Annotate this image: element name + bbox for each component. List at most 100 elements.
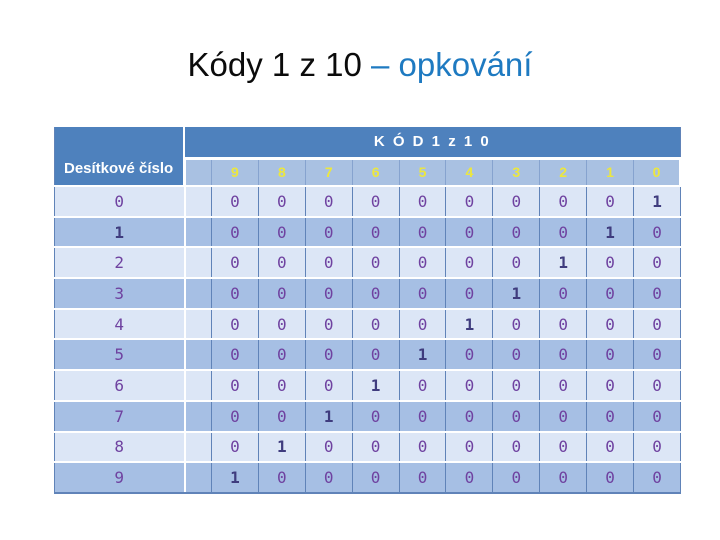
bit-cell: 0 bbox=[211, 278, 259, 310]
slide-title: Kódy 1 z 10 – opkování bbox=[0, 44, 720, 86]
bit-cell: 0 bbox=[351, 278, 400, 310]
bit-header-2: 2 bbox=[539, 158, 587, 187]
decimal-column-header: Desítkové číslo bbox=[54, 127, 185, 187]
bit-cell: 0 bbox=[586, 308, 634, 341]
title-blue-part: – opkování bbox=[370, 46, 533, 83]
bit-cell: 0 bbox=[351, 431, 400, 464]
bit-cell: 0 bbox=[633, 400, 681, 433]
bit-cell: 0 bbox=[257, 278, 306, 310]
table-row: 2 0 0 0 0 0 0 0 1 0 0 bbox=[54, 247, 681, 280]
bit-header-9: 9 bbox=[211, 158, 259, 187]
decimal-cell: 1 bbox=[54, 216, 185, 249]
bit-header-1: 1 bbox=[586, 158, 634, 187]
decimal-cell: 5 bbox=[54, 339, 185, 372]
title-black-part: Kódy 1 z 10 bbox=[187, 46, 371, 83]
bit-cell: 0 bbox=[398, 247, 446, 280]
bit-cell: 0 bbox=[539, 462, 587, 494]
bit-cell: 0 bbox=[492, 186, 540, 218]
bit-cell: 0 bbox=[633, 339, 681, 372]
bit-cell: 0 bbox=[445, 247, 493, 280]
bit-cell: 0 bbox=[445, 278, 493, 310]
bit-cell: 1 bbox=[586, 216, 634, 249]
bit-cell: 0 bbox=[211, 186, 259, 218]
bit-cell: 0 bbox=[492, 308, 540, 341]
decimal-cell: 7 bbox=[54, 400, 185, 433]
table-row: 9 1 0 0 0 0 0 0 0 0 0 bbox=[54, 462, 681, 494]
table-row: 0 0 0 0 0 0 0 0 0 0 1 bbox=[54, 186, 681, 218]
bit-cell: 0 bbox=[257, 339, 306, 372]
bit-cell: 0 bbox=[586, 462, 634, 494]
bit-cell: 0 bbox=[257, 216, 306, 249]
decimal-cell: 0 bbox=[54, 186, 185, 218]
bit-cell: 0 bbox=[351, 462, 400, 494]
bit-cell: 1 bbox=[351, 370, 400, 402]
bit-cell: 0 bbox=[586, 278, 634, 310]
bit-cell: 0 bbox=[257, 308, 306, 341]
bit-cell: 0 bbox=[211, 400, 259, 433]
bit-cell: 0 bbox=[211, 431, 259, 464]
bit-cell: 0 bbox=[304, 462, 353, 494]
bit-cell: 0 bbox=[257, 186, 306, 218]
bit-cell: 0 bbox=[351, 400, 400, 433]
bit-cell: 0 bbox=[398, 308, 446, 341]
code-1-of-10-table: Desítkové číslo K Ó D 1 z 1 0 9 8 7 6 5 … bbox=[54, 127, 683, 494]
decimal-cell: 4 bbox=[54, 308, 185, 341]
bit-cell: 0 bbox=[586, 186, 634, 218]
bit-cell: 0 bbox=[211, 370, 259, 402]
table-row: 7 0 0 1 0 0 0 0 0 0 0 bbox=[54, 400, 681, 433]
decimal-cell: 6 bbox=[54, 370, 185, 402]
bit-cell: 0 bbox=[586, 339, 634, 372]
bit-cell: 0 bbox=[586, 247, 634, 280]
table-header-row-1: Desítkové číslo K Ó D 1 z 1 0 bbox=[54, 127, 681, 187]
bit-cell: 0 bbox=[586, 370, 634, 402]
bit-cell: 0 bbox=[304, 339, 353, 372]
bit-cell: 0 bbox=[445, 431, 493, 464]
decimal-cell: 8 bbox=[54, 431, 185, 464]
spacer-cell bbox=[183, 339, 212, 372]
spacer-cell bbox=[183, 247, 212, 280]
bit-cell: 0 bbox=[633, 308, 681, 341]
bit-cell: 0 bbox=[539, 278, 587, 310]
bit-cell: 0 bbox=[586, 400, 634, 433]
bit-cell: 0 bbox=[304, 431, 353, 464]
bit-cell: 0 bbox=[633, 370, 681, 402]
decimal-cell: 3 bbox=[54, 278, 185, 310]
bit-cell: 0 bbox=[633, 278, 681, 310]
bit-cell: 0 bbox=[211, 339, 259, 372]
bit-header-4: 4 bbox=[445, 158, 493, 187]
spacer-cell bbox=[183, 308, 212, 341]
bit-cell: 0 bbox=[492, 339, 540, 372]
bit-header-6: 6 bbox=[351, 158, 400, 187]
table-row: 1 0 0 0 0 0 0 0 0 1 0 bbox=[54, 216, 681, 249]
decimal-cell: 9 bbox=[54, 462, 185, 494]
bit-cell: 0 bbox=[445, 370, 493, 402]
bit-cell: 0 bbox=[257, 462, 306, 494]
bit-cell: 0 bbox=[445, 339, 493, 372]
bit-cell: 0 bbox=[492, 462, 540, 494]
bit-cell: 0 bbox=[257, 370, 306, 402]
bit-cell: 1 bbox=[398, 339, 446, 372]
spacer-cell bbox=[183, 431, 212, 464]
bit-cell: 0 bbox=[445, 186, 493, 218]
bit-cell: 1 bbox=[445, 308, 493, 341]
bit-cell: 0 bbox=[398, 400, 446, 433]
spacer-cell bbox=[183, 462, 212, 494]
bit-cell: 0 bbox=[351, 186, 400, 218]
spacer-cell bbox=[183, 186, 212, 218]
bit-header-3: 3 bbox=[492, 158, 540, 187]
bit-header-0: 0 bbox=[633, 158, 683, 187]
bit-cell: 0 bbox=[539, 339, 587, 372]
bit-cell: 0 bbox=[351, 247, 400, 280]
table-row: 8 0 1 0 0 0 0 0 0 0 0 bbox=[54, 431, 681, 464]
bit-cell: 0 bbox=[539, 400, 587, 433]
bit-cell: 0 bbox=[398, 278, 446, 310]
bit-cell: 0 bbox=[445, 462, 493, 494]
bit-cell: 0 bbox=[539, 216, 587, 249]
bit-cell: 0 bbox=[398, 431, 446, 464]
bit-cell: 0 bbox=[633, 216, 681, 249]
bit-cell: 0 bbox=[304, 186, 353, 218]
bit-header-5: 5 bbox=[398, 158, 446, 187]
bit-cell: 0 bbox=[492, 216, 540, 249]
bit-cell: 0 bbox=[539, 186, 587, 218]
